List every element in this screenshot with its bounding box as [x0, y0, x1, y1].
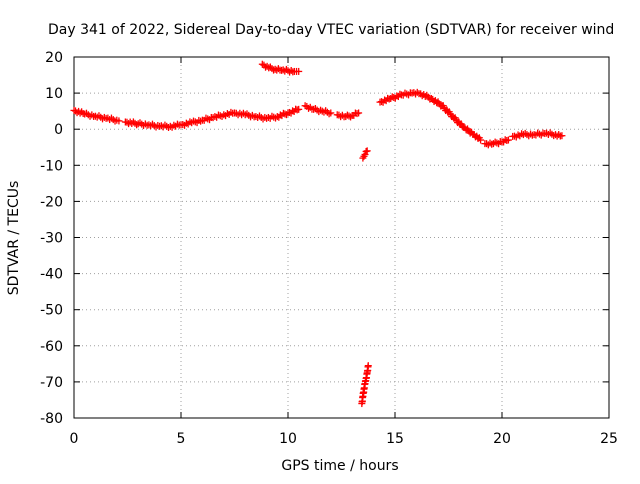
y-tick-label: -80: [40, 411, 63, 427]
y-tick-label: -40: [40, 267, 63, 283]
data-point: [477, 136, 485, 144]
y-tick-label: -20: [40, 194, 63, 210]
data-point: [393, 92, 401, 100]
y-tick-label: -70: [40, 375, 63, 391]
data-point: [355, 109, 363, 117]
data-point: [381, 96, 389, 104]
data-point: [323, 108, 331, 116]
data-point: [258, 60, 266, 68]
data-point: [272, 114, 280, 122]
x-tick-label: 15: [386, 431, 404, 447]
y-axis-label: SDTVAR / TECUs: [6, 181, 22, 296]
data-point: [204, 115, 212, 123]
axis-ticks: 0 5 10 15 20 25 20 10 0 -10 -20 -30 -40 -50 -60 -70 -80: [40, 50, 618, 447]
data-point: [145, 121, 153, 129]
y-tick-label: -60: [40, 339, 63, 355]
x-axis-label: GPS time / hours: [281, 458, 398, 474]
grid: [74, 57, 609, 418]
y-tick-label: -30: [40, 231, 63, 247]
data-point: [271, 65, 279, 73]
chart-title: Day 341 of 2022, Sidereal Day-to-day VTE…: [48, 22, 614, 38]
data-point: [421, 92, 429, 100]
data-point: [266, 63, 274, 71]
data-point: [95, 112, 103, 120]
data-point: [390, 93, 398, 101]
x-tick-label: 0: [70, 431, 79, 447]
data-point: [273, 113, 281, 121]
data-point: [396, 90, 404, 98]
data-point: [274, 65, 282, 73]
data-point: [347, 113, 355, 121]
data-point: [327, 109, 335, 117]
data-point: [558, 132, 566, 140]
data-point: [311, 105, 319, 113]
data-point: [504, 136, 512, 144]
data-point: [413, 88, 421, 96]
data-points: [70, 60, 566, 408]
data-point: [281, 110, 289, 118]
data-point: [263, 62, 271, 70]
data-point: [268, 65, 276, 73]
data-point: [287, 66, 295, 74]
data-point: [115, 117, 123, 125]
y-tick-label: -50: [40, 303, 63, 319]
data-point: [493, 139, 501, 147]
data-point: [403, 90, 411, 98]
data-point: [555, 131, 563, 139]
data-point: [378, 98, 386, 106]
data-point: [295, 105, 303, 113]
x-tick-label: 5: [177, 431, 186, 447]
y-tick-label: -10: [40, 158, 63, 174]
data-point: [286, 108, 294, 116]
x-tick-label: 20: [493, 431, 511, 447]
data-point: [82, 109, 90, 117]
data-point: [211, 113, 219, 121]
data-point: [265, 64, 273, 72]
y-tick-label: 0: [54, 122, 63, 138]
data-point: [363, 147, 371, 155]
data-point: [364, 362, 372, 370]
data-point: [289, 107, 297, 115]
data-point: [325, 110, 333, 118]
y-tick-label: 20: [45, 50, 63, 66]
y-tick-label: 10: [45, 86, 63, 102]
data-point: [295, 67, 303, 75]
data-point: [361, 150, 369, 158]
data-point: [388, 93, 396, 101]
data-point: [276, 111, 284, 119]
data-point: [191, 118, 199, 126]
x-tick-label: 10: [279, 431, 297, 447]
x-tick-label: 25: [600, 431, 618, 447]
